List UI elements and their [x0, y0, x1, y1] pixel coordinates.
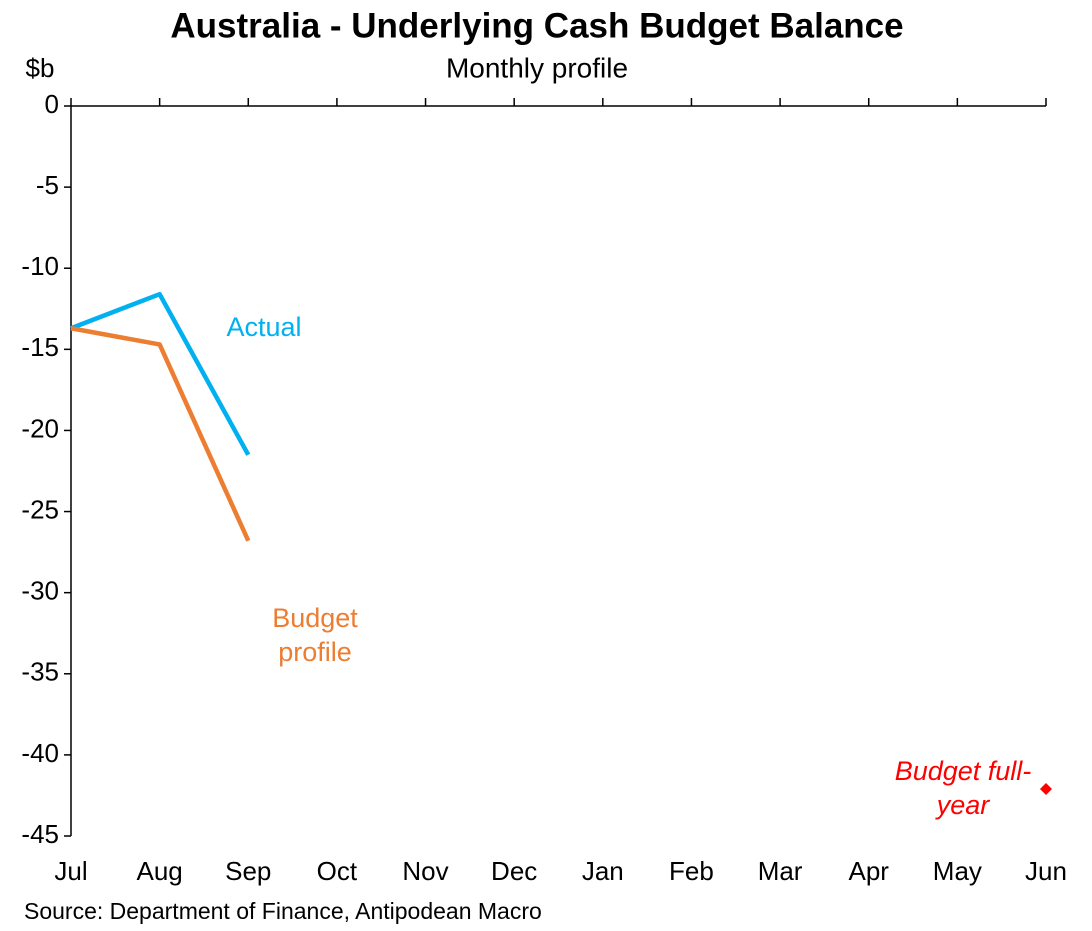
x-tick-label: Jul: [54, 856, 87, 886]
x-tick-label: Dec: [491, 856, 537, 886]
y-tick-label: -5: [36, 170, 59, 200]
source-note: Source: Department of Finance, Antipodea…: [24, 898, 542, 924]
y-tick-label: -25: [21, 494, 59, 524]
series-line: [70, 291, 251, 456]
x-tick-label: Nov: [402, 856, 448, 886]
x-tick-label: Mar: [758, 856, 803, 886]
y-tick-label: 0: [45, 89, 59, 119]
x-tick-label: Jun: [1025, 856, 1067, 886]
y-tick-label: -30: [21, 576, 59, 606]
x-tick-label: Oct: [317, 856, 358, 886]
y-tick-label: -10: [21, 251, 59, 281]
y-tick-label: -35: [21, 657, 59, 687]
series-line: [70, 326, 251, 542]
chart-title: Australia - Underlying Cash Budget Balan…: [170, 6, 903, 45]
y-tick-label: -15: [21, 332, 59, 362]
diamond-marker: [1040, 782, 1052, 795]
x-tick-label: May: [933, 856, 982, 886]
x-tick-label: Jan: [582, 856, 624, 886]
series-label: Budget profile: [272, 603, 358, 667]
chart-subtitle: Monthly profile: [446, 52, 628, 83]
series-label: Actual: [226, 312, 302, 342]
y-tick-label: -40: [21, 738, 59, 768]
x-tick-label: Aug: [137, 856, 183, 886]
series-label: Budget full-year: [894, 756, 1032, 820]
y-tick-label: -20: [21, 413, 59, 443]
x-tick-label: Feb: [669, 856, 714, 886]
x-tick-label: Apr: [848, 856, 889, 886]
y-tick-label: -45: [21, 819, 59, 849]
y-axis-label: $b: [26, 53, 55, 83]
x-tick-label: Sep: [225, 856, 271, 886]
